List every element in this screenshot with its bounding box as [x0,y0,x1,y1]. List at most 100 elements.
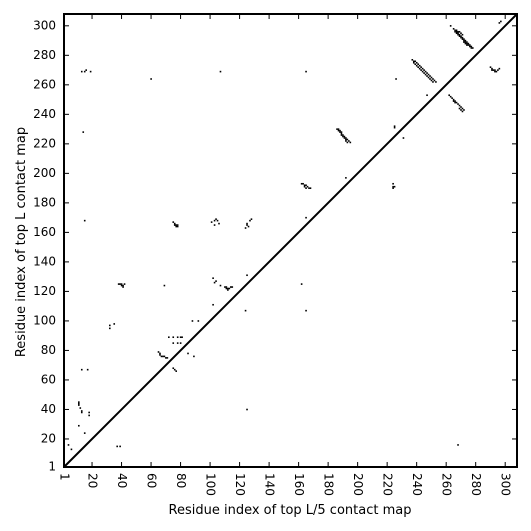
contact-point [454,100,456,102]
x-tick-label: 180 [322,473,336,496]
contact-point [176,342,179,344]
contact-point [244,309,247,312]
contact-point [455,29,458,32]
contact-point [343,135,346,138]
contact-point [80,411,83,414]
contact-point [470,45,473,48]
contact-point [305,70,307,73]
contact-point [449,25,452,27]
contact-point [421,67,424,70]
contact-point [340,131,343,133]
contact-point [461,36,464,39]
y-tick-label: 220 [33,136,56,150]
contact-point [88,414,90,417]
contact-point [193,355,195,358]
contact-point [191,320,194,322]
contact-point [455,101,458,104]
contact-point [109,327,111,330]
contact-point [78,402,80,405]
x-tick-label: 260 [440,473,454,496]
y-tick-label: 160 [33,225,56,239]
contact-point [165,357,167,359]
x-tick-label: 1 [58,473,72,481]
contact-point [346,138,349,141]
contact-point [225,287,228,290]
x-tick-label: 80 [174,473,188,488]
contact-point [460,36,462,39]
y-tick-label: 200 [33,166,56,180]
contact-point [392,185,394,188]
contact-point [83,432,86,434]
contact-point [454,29,456,32]
y-tick-label: 260 [33,77,56,91]
contact-point [460,109,462,111]
contact-point [467,42,470,45]
contact-point [172,342,175,344]
contact-point [172,221,175,223]
contact-point [213,281,216,284]
contact-point [213,224,216,226]
contact-point [457,32,459,35]
x-axis-label: Residue index of top L/5 contact map [169,503,412,518]
contact-point [430,76,433,79]
contact-point [224,286,226,288]
contact-point [210,221,213,223]
contact-point [495,70,498,73]
contact-point [414,60,417,63]
contact-point [469,44,471,46]
contact-point [157,351,160,353]
contact-point [423,69,425,71]
x-tick-label: 40 [115,473,129,488]
contact-point [494,70,496,73]
contact-point [491,69,493,71]
contact-point [116,445,118,448]
contact-point [308,187,310,189]
contact-point [227,287,229,290]
contact-point [176,224,179,226]
contact-point [461,33,464,36]
contact-point [498,67,501,70]
contact-point [246,274,248,277]
contact-point [246,222,248,225]
contact-point [464,41,467,43]
x-tick-label: 120 [233,473,247,496]
y-tick-label: 120 [33,284,56,298]
contact-point [435,81,437,83]
contact-point [119,445,121,448]
contact-point [424,73,427,76]
contact-point [340,134,343,136]
contact-point [414,63,417,66]
x-tick-label: 140 [263,473,277,496]
contact-point [215,218,217,220]
diagonal-line [63,13,518,468]
contact-point [215,280,217,282]
contact-point [432,81,434,83]
contact-point [424,70,427,73]
contact-point [113,323,116,325]
contact-point [179,342,182,344]
contact-point [426,72,428,74]
contact-point [411,59,414,61]
contact-point [179,336,182,339]
contact-point [426,94,428,97]
contact-point [309,187,312,189]
contact-point [415,64,418,67]
contact-point [303,184,306,187]
contact-point [454,30,456,33]
plot-points-layer [67,20,502,451]
contact-point [163,355,166,358]
contact-point [173,224,176,226]
contact-point [463,41,465,43]
contact-point [305,216,307,219]
y-tick-label: 300 [33,18,56,32]
contact-point [80,368,83,371]
contact-point [175,370,178,372]
contact-point [83,219,86,222]
y-tick-label: 180 [33,195,56,209]
contact-point [197,320,200,322]
y-tick-label: 40 [41,402,56,416]
contact-point [305,309,307,312]
contact-point [339,129,341,132]
contact-point [426,75,428,77]
contact-point [429,75,431,77]
